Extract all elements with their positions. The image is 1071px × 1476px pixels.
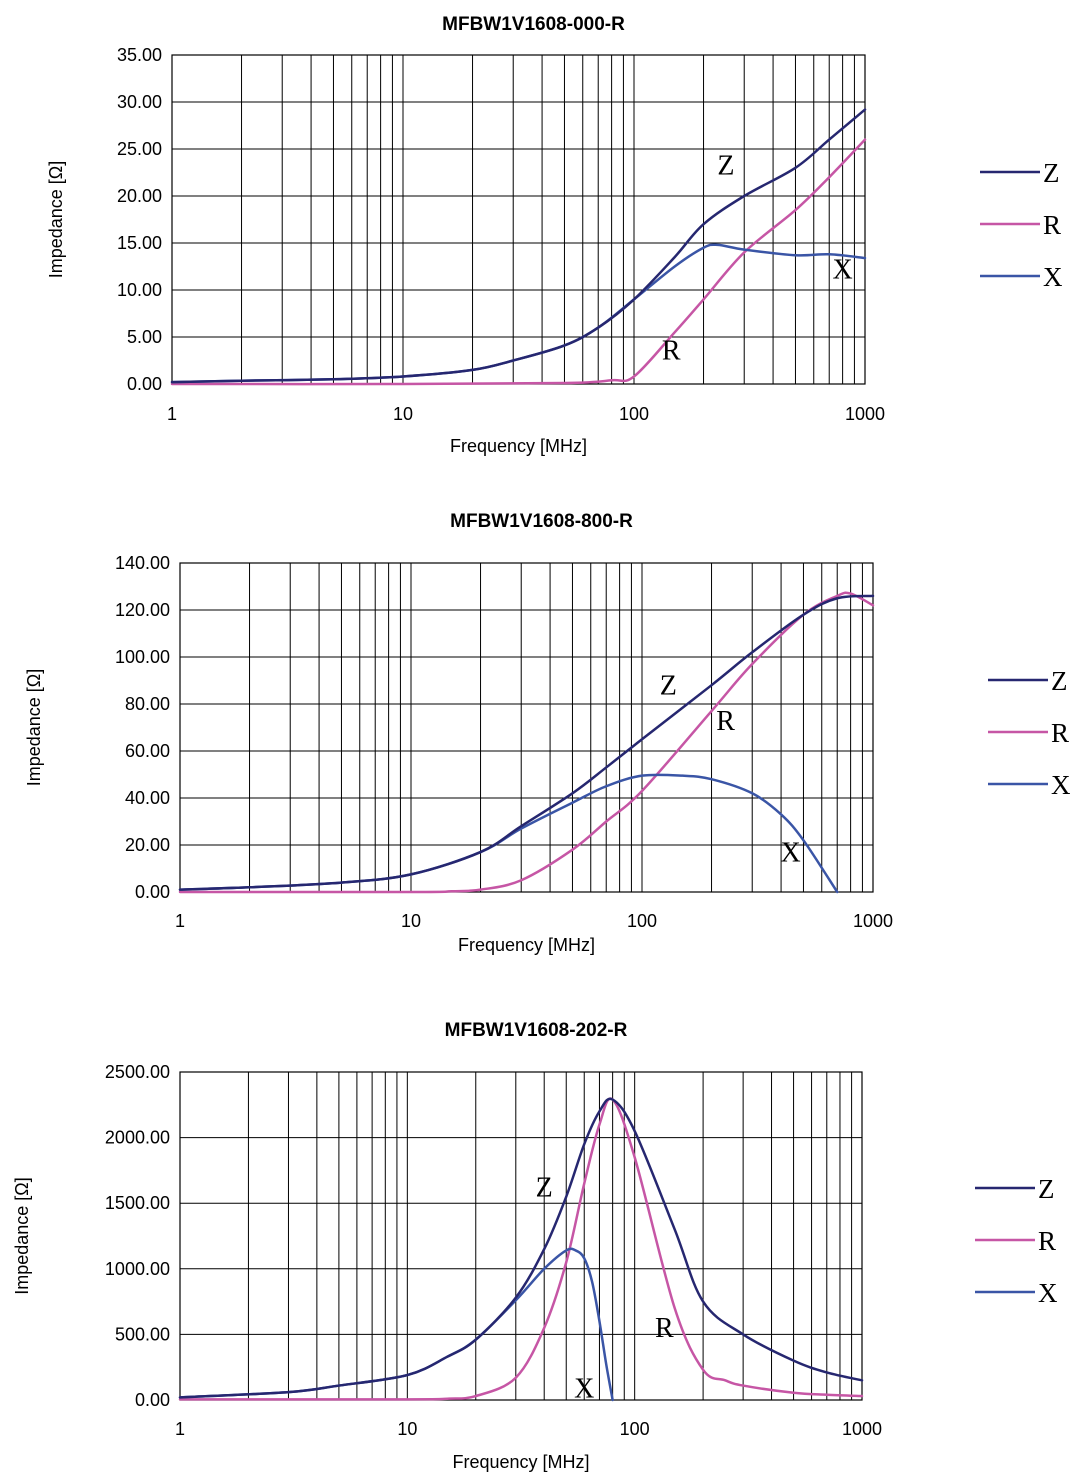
legend-label-x: X — [1043, 262, 1063, 292]
x-tick-label: 1000 — [842, 1419, 882, 1439]
legend-label-z: Z — [1038, 1174, 1055, 1204]
plot-frame — [179, 1071, 863, 1401]
x-tick-label: 10 — [397, 1419, 417, 1439]
curve-annotation-x: X — [781, 837, 801, 868]
x-tick-label: 10 — [393, 404, 413, 424]
series-line-r — [178, 1097, 864, 1401]
y-tick-label: 80.00 — [125, 694, 170, 714]
series-line-r — [170, 138, 867, 386]
chart-2: MFBW1V1608-800-R 0.00 20.00 40.00 60.00 80.00… — [24, 511, 1071, 955]
y-tick-label: 140.00 — [115, 553, 170, 573]
legend-label-r: R — [1038, 1226, 1056, 1256]
y-tick-label: 500.00 — [115, 1324, 170, 1344]
legend: ZRX — [980, 158, 1063, 292]
y-tick-label: 20.00 — [125, 835, 170, 855]
chart-title: MFBW1V1608-800-R — [450, 511, 633, 532]
legend-label-x: X — [1051, 770, 1071, 800]
x-tick-label: 100 — [627, 911, 657, 931]
curve-annotation-x: X — [832, 255, 852, 286]
x-tick-label: 1000 — [845, 404, 885, 424]
x-axis-label: Frequency [MHz] — [450, 436, 587, 456]
curve-annotation-r: R — [716, 706, 735, 737]
legend-label-z: Z — [1043, 158, 1060, 188]
curve-annotation-z: Z — [660, 671, 677, 702]
y-tick-label: 35.00 — [117, 45, 162, 65]
y-tick-label: 20.00 — [117, 186, 162, 206]
series-line-z — [178, 1097, 864, 1399]
chart-1: MFBW1V1608-000-R 0.00 5.00 10.00 15.00 20.00 2… — [46, 14, 1063, 456]
legend-label-r: R — [1051, 718, 1069, 748]
x-tick-label: 10 — [401, 911, 421, 931]
y-tick-label: 40.00 — [125, 788, 170, 808]
legend-label-z: Z — [1051, 666, 1068, 696]
grid — [180, 563, 873, 892]
curve-annotation-z: Z — [536, 1173, 553, 1204]
x-tick-label: 1000 — [853, 911, 893, 931]
x-tick-label: 1 — [175, 911, 185, 931]
chart-title: MFBW1V1608-000-R — [442, 14, 625, 35]
y-tick-label: 15.00 — [117, 233, 162, 253]
series-line-r — [178, 591, 875, 894]
y-axis-label: Impedance [Ω] — [24, 669, 44, 787]
x-tick-label: 100 — [620, 1419, 650, 1439]
grid — [180, 1072, 862, 1400]
legend-label-r: R — [1043, 210, 1061, 240]
legend-label-x: X — [1038, 1278, 1058, 1308]
y-tick-label: 100.00 — [115, 647, 170, 667]
y-tick-label: 10.00 — [117, 280, 162, 300]
y-tick-label: 5.00 — [127, 327, 162, 347]
series-line-z — [170, 108, 867, 384]
y-tick-label: 1500.00 — [105, 1193, 170, 1213]
x-tick-label: 100 — [619, 404, 649, 424]
y-tick-label: 0.00 — [135, 1390, 170, 1410]
chart-3: MFBW1V1608-202-R 0.00 500.00 1000.00 1500.00… — [12, 1020, 1058, 1472]
y-tick-label: 1000.00 — [105, 1259, 170, 1279]
grid — [172, 55, 865, 384]
x-axis-label: Frequency [MHz] — [452, 1452, 589, 1472]
y-tick-label: 30.00 — [117, 92, 162, 112]
y-tick-label: 2000.00 — [105, 1128, 170, 1148]
y-tick-label: 60.00 — [125, 741, 170, 761]
y-axis-label: Impedance [Ω] — [46, 161, 66, 279]
y-tick-label: 120.00 — [115, 600, 170, 620]
y-tick-label: 0.00 — [127, 374, 162, 394]
y-axis-label: Impedance [Ω] — [12, 1177, 32, 1295]
y-tick-label: 0.00 — [135, 882, 170, 902]
series-group — [170, 108, 867, 386]
plot-frame — [171, 54, 866, 385]
series-group — [178, 1097, 864, 1402]
x-tick-label: 1 — [175, 1419, 185, 1439]
chart-title: MFBW1V1608-202-R — [445, 1020, 628, 1041]
y-tick-label: 25.00 — [117, 139, 162, 159]
legend: ZRX — [975, 1174, 1058, 1308]
series-line-z — [178, 594, 875, 891]
curve-annotation-x: X — [574, 1373, 594, 1404]
x-axis-label: Frequency [MHz] — [458, 935, 595, 955]
curve-annotation-r: R — [662, 336, 681, 367]
x-tick-label: 1 — [167, 404, 177, 424]
plot-frame — [179, 562, 874, 893]
series-line-x — [170, 243, 867, 384]
curve-annotation-r: R — [655, 1313, 674, 1344]
series-group — [178, 591, 875, 894]
legend: ZRX — [988, 666, 1071, 800]
y-tick-label: 2500.00 — [105, 1062, 170, 1082]
series-line-x — [178, 773, 839, 894]
curve-annotation-z: Z — [717, 150, 734, 181]
